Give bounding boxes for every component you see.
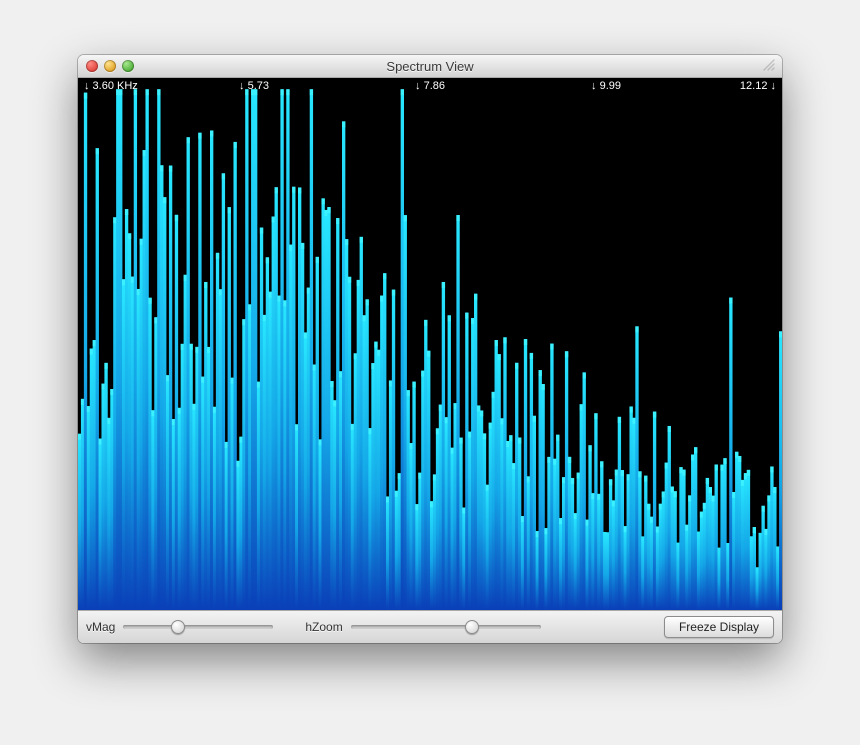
- frequency-tick: ↓ 7.86: [415, 80, 445, 92]
- close-icon[interactable]: [86, 60, 98, 72]
- traffic-lights: [86, 60, 134, 72]
- app-window: Spectrum View ↓ 3.60 KHz ↓ 5.73 ↓ 7.86 ↓ 9.…: [78, 55, 782, 643]
- content-area: ↓ 3.60 KHz ↓ 5.73 ↓ 7.86 ↓ 9.99 12.12 ↓: [78, 78, 782, 643]
- window-title: Spectrum View: [78, 59, 782, 74]
- hzoom-label: hZoom: [305, 620, 342, 634]
- freeze-display-button[interactable]: Freeze Display: [664, 616, 774, 638]
- frequency-tick: ↓ 5.73: [239, 80, 269, 92]
- frequency-tick: ↓ 9.99: [591, 80, 621, 92]
- spectrum-display: ↓ 3.60 KHz ↓ 5.73 ↓ 7.86 ↓ 9.99 12.12 ↓: [78, 78, 782, 610]
- frequency-tick: ↓ 3.60 KHz: [84, 80, 138, 92]
- toolbar: vMag hZoom Freeze Display: [78, 610, 782, 643]
- vmag-slider[interactable]: [123, 625, 273, 629]
- minimize-icon[interactable]: [104, 60, 116, 72]
- zoom-icon[interactable]: [122, 60, 134, 72]
- spectrum-bars: [78, 78, 782, 610]
- resize-icon[interactable]: [762, 58, 776, 72]
- titlebar[interactable]: Spectrum View: [78, 55, 782, 78]
- vmag-label: vMag: [86, 620, 115, 634]
- hzoom-slider[interactable]: [351, 625, 541, 629]
- frequency-scale: ↓ 3.60 KHz ↓ 5.73 ↓ 7.86 ↓ 9.99 12.12 ↓: [78, 78, 782, 96]
- frequency-tick: 12.12 ↓: [740, 80, 776, 92]
